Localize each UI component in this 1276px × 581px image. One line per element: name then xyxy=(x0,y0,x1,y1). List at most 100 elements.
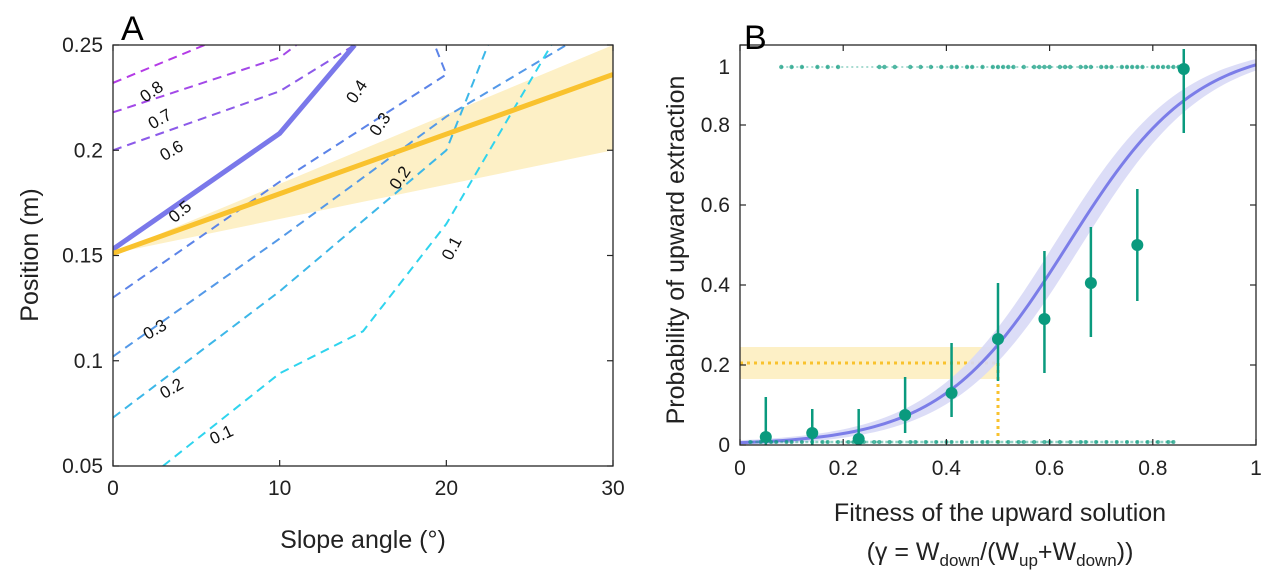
b-y-tick-label: 0.6 xyxy=(701,194,730,217)
b-raw-bottom-point xyxy=(784,440,789,444)
b-raw-bottom-point xyxy=(1145,440,1150,444)
b-raw-top-point xyxy=(892,64,897,70)
a-x-tick-label: 10 xyxy=(268,477,291,500)
b-raw-top-point xyxy=(1078,64,1083,70)
b-raw-bottom-point xyxy=(789,440,794,444)
b-raw-top-point xyxy=(1088,64,1094,70)
b-raw-bottom-point xyxy=(985,440,990,444)
a-y-tick-label: 0.2 xyxy=(74,139,103,162)
b-raw-top-point xyxy=(954,64,959,70)
b-ticks: 0 0.2 0.4 0.6 0.8 1 0 0.2 0.4 0.6 0.8 1 xyxy=(701,44,1262,480)
b-raw-top-point xyxy=(1083,64,1088,70)
b-raw-top-point xyxy=(970,64,975,70)
b-raw-top-point xyxy=(1011,64,1016,70)
b-raw-top-point xyxy=(799,64,805,70)
a-contour-0.5 xyxy=(113,45,357,252)
a-ticks: 0 10 20 30 0.05 0.1 0.15 0.2 0.25 xyxy=(62,34,625,500)
a-y-tick-label: 0.25 xyxy=(62,34,103,57)
a-contour-label-group: 0.1 xyxy=(207,421,236,448)
a-contour-label-group: 0.3 xyxy=(366,109,395,139)
b-x-tick-label: 1 xyxy=(1250,457,1262,480)
b-raw-bottom-point xyxy=(913,440,918,444)
b-raw-top-point xyxy=(1037,64,1042,70)
a-contour-0.1 xyxy=(162,45,553,466)
b-y-tick-label: 0.2 xyxy=(701,354,730,377)
b-raw-top-point xyxy=(1119,64,1125,70)
b-raw-bottom-point xyxy=(774,440,779,444)
b-raw-bottom-point xyxy=(1166,440,1171,444)
b-raw-top-point xyxy=(877,64,882,70)
b-raw-top-point xyxy=(1099,64,1104,70)
a-contour-lines xyxy=(113,45,567,466)
b-panel-letter: B xyxy=(744,19,767,57)
b-raw-bottom-point xyxy=(1104,440,1109,444)
b-raw-top-point xyxy=(882,64,887,70)
b-raw-top-point xyxy=(1129,64,1135,70)
b-raw-top-point xyxy=(779,64,784,70)
b-raw-top-point xyxy=(939,64,944,70)
b-binned-point xyxy=(1084,277,1097,289)
a-contour-label-group: 0.2 xyxy=(157,374,187,402)
a-mean-line-path xyxy=(113,72,613,256)
b-raw-bottom-point xyxy=(1094,440,1099,444)
b-x-axis-formula: (γ = Wdown/(Wup+Wdown)) xyxy=(867,538,1134,570)
b-raw-bottom-point xyxy=(836,440,841,444)
b-binned-point xyxy=(759,431,772,443)
b-raw-bottom-point xyxy=(799,440,804,444)
b-binned-point xyxy=(899,409,912,421)
b-x-tick-label: 0.2 xyxy=(829,457,858,480)
b-raw-bottom-point xyxy=(1006,440,1011,444)
b-raw-top-point xyxy=(815,64,820,70)
b-binned-point xyxy=(806,427,819,439)
b-raw-top-point xyxy=(1135,64,1140,70)
b-raw-top-point xyxy=(908,64,913,70)
b-raw-top-point xyxy=(995,64,1001,70)
b-raw-top-point xyxy=(1109,64,1114,70)
b-binned-point xyxy=(992,333,1004,345)
b-raw-bottom-point xyxy=(908,440,913,444)
b-raw-top-point xyxy=(1047,64,1052,70)
b-raw-bottom-point xyxy=(949,440,954,444)
a-x-tick-label: 0 xyxy=(107,477,119,500)
b-raw-top-point xyxy=(1124,64,1130,70)
b-binned-point xyxy=(1131,239,1144,251)
b-binned-point xyxy=(1177,63,1190,75)
a-x-tick-label: 30 xyxy=(601,477,624,500)
b-raw-top-point xyxy=(1006,64,1011,70)
b-raw-bottom-point xyxy=(1068,440,1073,444)
b-raw-top-point xyxy=(1166,64,1171,70)
b-x-tick-label: 0.8 xyxy=(1138,457,1167,480)
b-binned-point xyxy=(852,433,865,445)
b-binned-points xyxy=(759,49,1190,445)
b-raw-top-point xyxy=(1171,64,1176,70)
b-y-tick-label: 0 xyxy=(718,434,730,457)
b-raw-bottom-point xyxy=(887,440,892,444)
b-raw-top-point xyxy=(918,64,923,70)
b-raw-top-point xyxy=(1057,64,1063,70)
b-raw-top-point xyxy=(1160,64,1166,70)
b-raw-top-point xyxy=(1140,64,1145,70)
b-raw-top-point xyxy=(1021,64,1026,70)
a-contour-0.2 xyxy=(113,45,489,419)
a-y-tick-label: 0.05 xyxy=(62,455,103,478)
b-raw-top-point xyxy=(928,64,934,70)
b-raw-bottom-point xyxy=(846,440,851,444)
b-raw-observations xyxy=(748,64,1186,444)
b-y-tick-label: 0.8 xyxy=(701,114,730,137)
b-raw-bottom-point xyxy=(1125,440,1129,444)
b-raw-bottom-point xyxy=(1021,440,1026,444)
b-logistic-fit xyxy=(740,59,1256,445)
b-x-tick-label: 0.6 xyxy=(1035,457,1064,480)
b-raw-top-point xyxy=(964,64,970,70)
a-contour-0.3 xyxy=(113,45,567,358)
a-contour-label-group: 0.1 xyxy=(438,233,466,263)
b-y-axis-label: Probability of upward extraction xyxy=(662,76,690,425)
b-x-axis-label: Fitness of the upward solution xyxy=(834,499,1166,527)
a-confidence-band xyxy=(113,45,613,254)
b-y-tick-label: 1 xyxy=(718,56,730,79)
b-raw-bottom-point xyxy=(897,440,902,444)
b-raw-bottom-point xyxy=(980,440,985,444)
panel-a: 0.80.70.60.50.40.30.30.20.20.10.1 0 10 20 3… xyxy=(16,10,625,554)
b-raw-top-point xyxy=(1031,64,1037,70)
